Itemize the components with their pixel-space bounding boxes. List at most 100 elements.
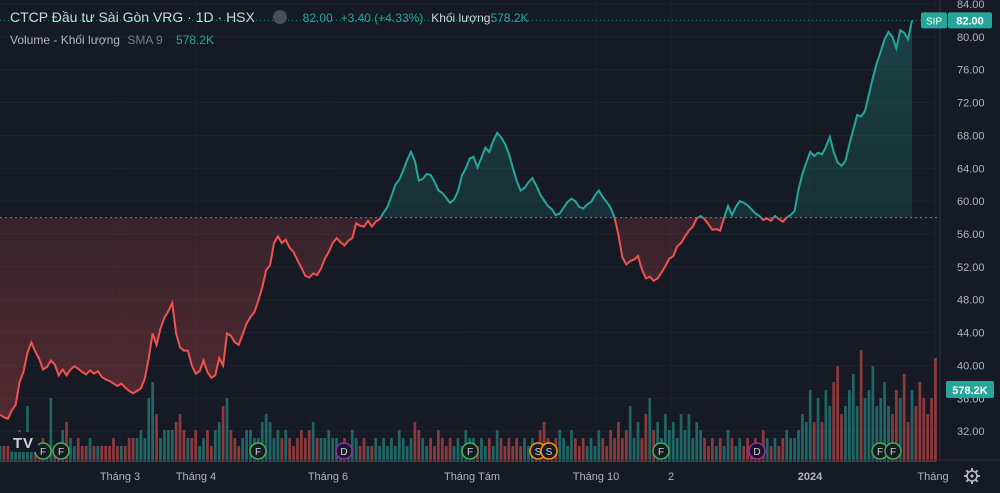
symbol-title[interactable]: CTCP Đầu tư Sài Gòn VRG · 1D · HSX [10,9,255,25]
volume-bar [840,414,843,462]
volume-bar [871,366,875,462]
event-marker-dividend[interactable]: F [652,442,670,460]
volume-bar [323,438,327,462]
volume-bar [859,350,863,462]
volume-bar [922,398,926,462]
volume-bar [382,438,385,462]
event-marker-circle [249,442,267,460]
symbol-badge [921,12,947,29]
svg-text:V: V [23,435,33,452]
volume-badge-label: 578.2K [952,385,988,397]
event-marker-circle [52,442,70,460]
volume-bar [636,422,640,462]
volume-bar [186,438,190,462]
volume-bar [906,422,910,462]
volume-bar [483,446,487,462]
volume-bar [354,438,358,462]
volume-bar [581,438,585,462]
volume-bar [272,438,276,462]
volume-bar [675,438,679,462]
event-marker-dividend-d[interactable]: D [748,442,766,460]
volume-bar [765,438,769,462]
volume-bar [127,438,131,462]
price-axis[interactable]: 32.0036.0040.0044.0048.0052.0056.0060.00… [957,0,985,438]
volume-bar [213,430,217,462]
event-marker-circle [748,442,766,460]
volume-bar [883,382,886,462]
price-tick-label: 60.00 [957,196,985,208]
volume-bar [112,438,115,462]
volume-bar [358,446,362,462]
volume-bar [844,406,847,462]
volume-bar [280,438,284,462]
volume-bar [804,422,808,462]
volume-bar [249,430,252,462]
volume-bar [667,430,671,462]
volume-bar [14,446,18,462]
area-fill-down [0,217,787,419]
event-marker-dividend[interactable]: F [461,442,479,460]
volume-bar [742,446,746,462]
event-marker-dividend[interactable]: F [34,442,52,460]
volume-bar [456,438,460,462]
price-badges: SIP 82.00 578.2K [921,12,994,398]
volume-legend-indicator: SMA 9 [127,33,163,47]
volume-bar [914,406,918,462]
volume-bar [202,438,205,462]
volume-bar [640,438,644,462]
volume-bar [801,414,804,462]
volume-bar [429,438,432,462]
volume-bar [894,390,898,462]
volume-bar [617,422,620,462]
time-axis[interactable]: Tháng 3 Tháng 4 Tháng 6 Tháng Tám Tháng 10 2 2… [100,471,949,483]
volume-bar [683,430,687,462]
volume-bar [143,438,147,462]
volume-bar [738,438,742,462]
logo[interactable]: T V [10,432,38,452]
event-marker-circle [652,442,670,460]
volume-bar [577,446,581,462]
event-marker-dividend[interactable]: F [249,442,267,460]
volume-legend[interactable]: Volume - Khối lượng SMA 9 578.2K [10,33,214,47]
volume-bar [726,430,730,462]
volume-bar [851,374,855,462]
volume-bar [311,422,315,462]
volume-bar [707,446,710,462]
volume-bar [155,414,158,462]
event-marker-dividend[interactable]: F [52,442,70,460]
event-marker-label: F [40,447,46,458]
volume-bar [632,438,636,462]
time-tick-label: 2 [668,471,674,483]
volume-bar [444,446,448,462]
event-marker-split[interactable]: S [540,442,558,460]
volume-bar [366,446,370,462]
settings-gear-icon[interactable] [964,468,980,484]
volume-bar [695,422,699,462]
volume-bar [362,438,366,462]
volume-bar [605,446,609,462]
volume-bar [734,446,738,462]
volume-bar [887,406,890,462]
volume-bar [511,446,515,462]
volume-bar [918,382,922,462]
market-status-icon[interactable] [272,10,287,24]
volume-bar [135,438,139,462]
volume-bar [104,446,108,462]
volume-bar [307,430,311,462]
volume-bar [221,406,225,462]
volume-bar [855,406,859,462]
price-tick-label: 40.00 [957,360,985,372]
volume-bar [296,438,299,462]
volume-bar [417,430,421,462]
event-marker-dividend[interactable]: F [884,442,902,460]
volume-bar [507,438,511,462]
volume-bar [718,438,722,462]
volume-bar [679,414,683,462]
volume-bar [178,414,182,462]
price-badge-label: 82.00 [956,15,984,27]
volume-bar [730,438,734,462]
event-marker-label: F [255,447,261,458]
event-marker-dividend-d[interactable]: D [335,442,353,460]
